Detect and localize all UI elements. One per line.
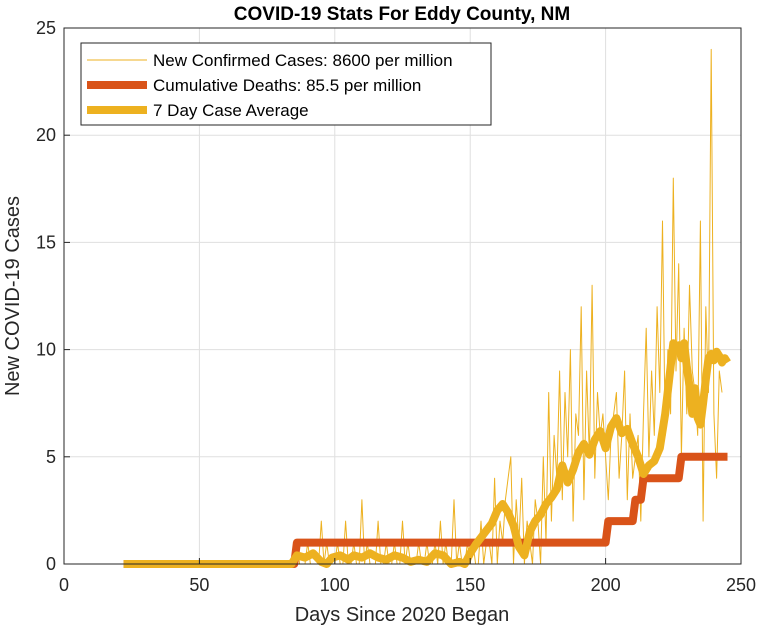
plot-frame [63,27,742,565]
y-tick-label: 20 [36,125,56,145]
legend-box [80,42,492,126]
y-tick-label: 10 [36,340,56,360]
y-tick-label: 25 [36,18,56,38]
y-axis-title: New COVID-19 Cases [2,196,24,396]
legend: New Confirmed Cases: 8600 per million Cu… [80,42,492,126]
x-axis-title: Days Since 2020 Began [295,604,510,626]
x-tick-label: 200 [591,575,621,595]
legend-label-new-cases: New Confirmed Cases: 8600 per million [153,51,453,70]
seven-day-average-line [123,339,731,568]
x-tick-label: 150 [455,575,485,595]
x-tick-label: 100 [320,575,350,595]
legend-label-deaths: Cumulative Deaths: 85.5 per million [153,76,421,95]
y-tick-label: 15 [36,232,56,252]
x-tick-label: 0 [59,575,69,595]
x-tick-label: 50 [189,575,209,595]
ticks: 0 50 100 150 200 250 0 5 10 15 20 25 [36,18,756,595]
cumulative-deaths-line [123,452,728,568]
legend-label-7day: 7 Day Case Average [153,101,309,120]
y-tick-label: 0 [46,554,56,574]
y-tick-label: 5 [46,447,56,467]
x-tick-label: 250 [726,575,756,595]
chart-title: COVID-19 Stats For Eddy County, NM [234,4,570,25]
